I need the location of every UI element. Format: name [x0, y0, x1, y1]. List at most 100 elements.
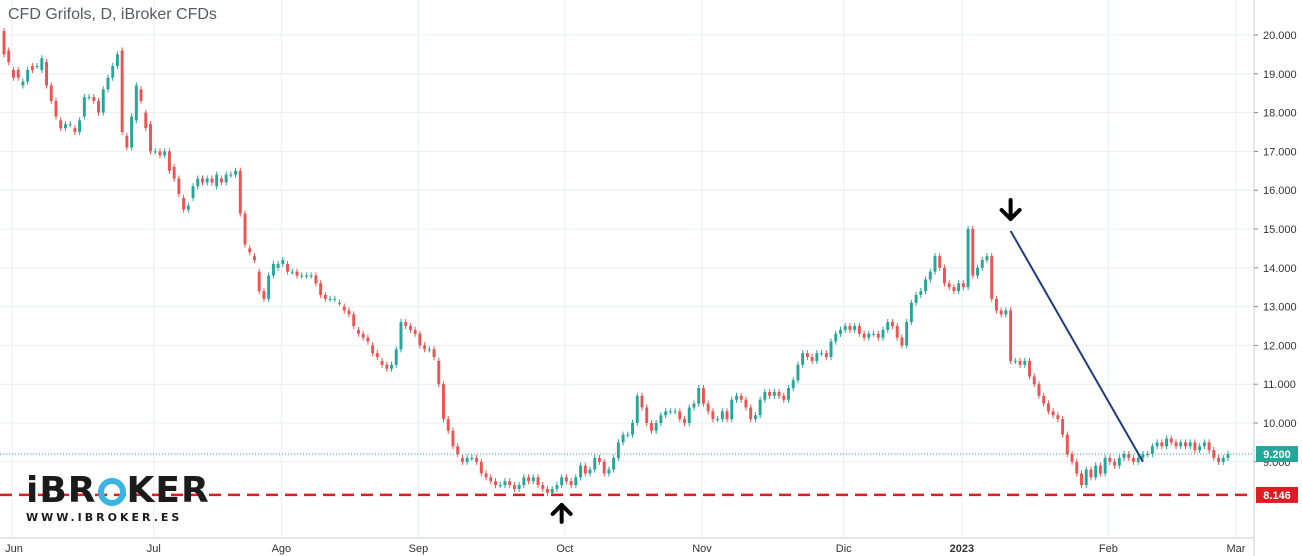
- candle-body: [602, 461, 606, 474]
- candle-body: [1165, 438, 1169, 447]
- y-tick-label: 15.000: [1263, 224, 1297, 236]
- logo-o-ring-icon: [97, 478, 126, 506]
- candle-body: [1150, 446, 1154, 455]
- candle-body: [267, 275, 271, 299]
- candle-body: [848, 326, 852, 330]
- x-tick-label: Nov: [692, 543, 712, 555]
- candle-body: [271, 263, 275, 276]
- candle-body: [791, 380, 795, 389]
- candle-body: [753, 415, 757, 420]
- candle-body: [569, 481, 573, 486]
- candle-body: [758, 399, 762, 416]
- candle-body: [1193, 442, 1197, 451]
- candle-body: [730, 399, 734, 420]
- candle-body: [1103, 457, 1107, 474]
- candle-body: [607, 469, 611, 474]
- y-tick-label: 13.000: [1263, 302, 1297, 314]
- candle-body: [456, 446, 460, 455]
- candle-body: [1174, 442, 1178, 447]
- last_price-badge: [1256, 446, 1298, 463]
- candle-body: [248, 248, 252, 253]
- y-tick-label: 20.000: [1263, 30, 1297, 42]
- candle-body: [125, 135, 129, 148]
- candle-body: [342, 306, 346, 311]
- candle-body: [432, 349, 436, 358]
- candle-body: [243, 213, 247, 245]
- candle-body: [26, 69, 30, 82]
- candle-body: [172, 166, 176, 179]
- candle-body: [1028, 360, 1031, 377]
- candle-body: [1075, 461, 1079, 474]
- candle-body: [366, 337, 370, 342]
- candle-body: [711, 411, 715, 420]
- candle-body: [527, 477, 531, 482]
- candle-body: [484, 473, 488, 478]
- candle-body: [1188, 442, 1192, 447]
- candle-body: [45, 62, 48, 86]
- candle-body: [295, 271, 299, 276]
- candle-body: [796, 364, 800, 381]
- candle-body: [205, 178, 209, 183]
- candle-body: [380, 360, 384, 365]
- candle-body: [961, 283, 965, 288]
- candle-body: [839, 329, 842, 334]
- candle-body: [1023, 360, 1027, 365]
- candle-body: [1018, 360, 1022, 365]
- candle-body: [224, 174, 228, 183]
- x-tick-label: Jun: [5, 543, 23, 555]
- candle-body: [1226, 454, 1230, 458]
- candle-body: [120, 50, 124, 132]
- candle-body: [966, 229, 970, 288]
- candle-body: [683, 419, 686, 423]
- candle-body: [40, 58, 44, 70]
- candle-body: [92, 97, 96, 101]
- candle-body: [1070, 454, 1074, 462]
- time-axis: JunJulAgoSepOctNovDic2023FebMarAbr26: [0, 537, 1254, 555]
- x-tick-label: Sep: [409, 543, 429, 555]
- candle-body: [810, 357, 814, 361]
- candle-body: [720, 411, 724, 420]
- candle-body: [375, 353, 379, 358]
- candle-body: [631, 423, 635, 435]
- x-tick-label: Dic: [836, 543, 852, 555]
- candle-body: [706, 403, 710, 412]
- candle-body: [1132, 457, 1135, 462]
- candle-body: [153, 151, 157, 153]
- y-tick-label: 12.000: [1263, 340, 1297, 352]
- candle-body: [201, 178, 204, 183]
- candle-body: [130, 116, 134, 148]
- candle-body: [63, 124, 67, 129]
- candle-body: [73, 128, 77, 132]
- y-tick-label: 19.000: [1263, 69, 1297, 81]
- candle-body: [196, 178, 200, 187]
- candle-body: [890, 322, 894, 326]
- candle-body: [1155, 442, 1159, 447]
- candle-body: [678, 411, 682, 420]
- candle-body: [49, 85, 53, 101]
- candle-body: [942, 267, 946, 284]
- candle-body: [999, 310, 1003, 315]
- candle-body: [167, 151, 171, 171]
- candle-body: [805, 353, 809, 358]
- candle-body: [659, 415, 663, 423]
- y-tick-label: 10.000: [1263, 418, 1297, 430]
- candle-body: [59, 120, 63, 129]
- y-tick-label: 16.000: [1263, 185, 1297, 197]
- candle-body: [115, 54, 119, 67]
- candlestick-series: [2, 28, 1230, 496]
- candle-body: [234, 170, 238, 175]
- candle-body: [134, 85, 138, 121]
- candle-body: [1032, 376, 1036, 385]
- candle-body: [423, 345, 427, 350]
- candle-body: [867, 333, 871, 338]
- candle-body: [257, 271, 261, 292]
- candle-body: [503, 481, 507, 486]
- candle-body: [30, 66, 34, 70]
- x-tick-label: Ago: [272, 543, 292, 555]
- candle-body: [413, 329, 417, 334]
- candle-body: [1013, 360, 1017, 362]
- candle-body: [1122, 454, 1126, 458]
- candle-body: [229, 174, 233, 176]
- candle-body: [390, 364, 393, 369]
- x-tick-label: Jul: [147, 543, 161, 555]
